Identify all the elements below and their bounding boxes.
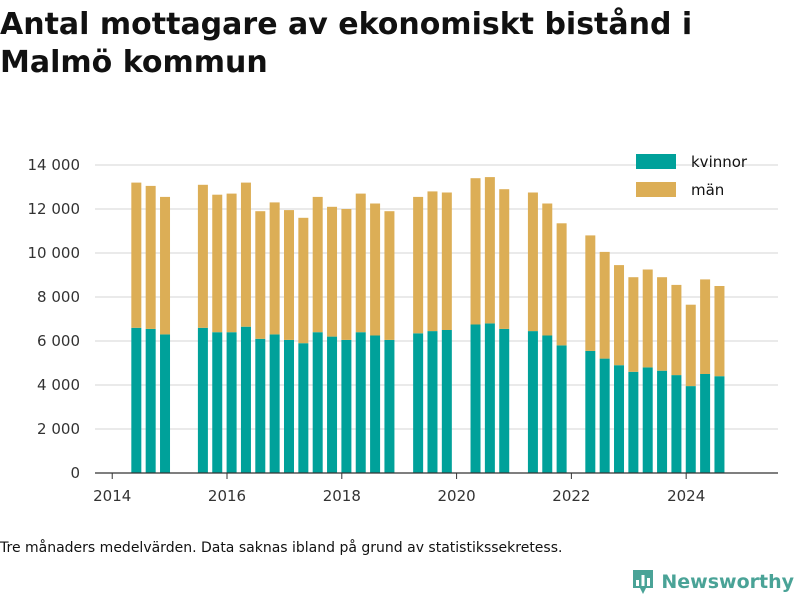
axes: 0 2 000 4 000 6 000 8 000 10 000 12 000 14 000 2… — [28, 156, 778, 505]
bar-man — [470, 178, 481, 325]
x-tick-label: 2024 — [667, 487, 705, 505]
bar-kvinnor — [298, 343, 309, 473]
bar-kvinnor — [283, 339, 294, 473]
bar-chart-logo-icon — [633, 570, 654, 594]
bar-man — [671, 284, 682, 376]
bar-man — [499, 189, 510, 329]
bar-kvinnor — [226, 332, 237, 473]
bar-kvinnor — [131, 327, 142, 473]
bar-kvinnor — [355, 332, 366, 473]
bar-man — [384, 211, 395, 340]
bar-man — [585, 235, 596, 351]
bar-man — [327, 206, 338, 337]
y-tick-label: 0 — [70, 464, 80, 482]
x-tick-label: 2014 — [93, 487, 131, 505]
brand-logo: Newsworthy — [631, 568, 794, 596]
bar-kvinnor — [527, 331, 538, 473]
bar-kvinnor — [499, 328, 510, 473]
bar-kvinnor — [212, 332, 223, 473]
bar-kvinnor — [145, 328, 156, 473]
bar-man — [527, 192, 538, 332]
y-tick-label: 10 000 — [28, 244, 81, 262]
bar-man — [269, 202, 280, 335]
bar-kvinnor — [413, 333, 424, 473]
bar-kvinnor — [427, 331, 438, 473]
y-tick-label: 8 000 — [37, 288, 80, 306]
bar-man — [355, 193, 366, 333]
bar-kvinnor — [327, 336, 338, 473]
brand-name: Newsworthy — [661, 571, 794, 593]
bar-kvinnor — [614, 365, 625, 473]
y-tick-label: 14 000 — [28, 156, 81, 174]
bar-man — [628, 277, 639, 372]
legend: kvinnor män — [636, 153, 748, 199]
bar-kvinnor — [370, 335, 381, 473]
bar-man — [427, 191, 438, 332]
bar-man — [484, 177, 495, 324]
bar-kvinnor — [556, 345, 567, 473]
bars — [131, 177, 725, 473]
y-tick-label: 12 000 — [28, 200, 81, 218]
bar-man — [599, 251, 610, 359]
bar-kvinnor — [240, 326, 251, 473]
bar-man — [542, 203, 553, 336]
bar-man — [283, 210, 294, 340]
bar-kvinnor — [657, 370, 668, 473]
bar-man — [614, 265, 625, 366]
bar-kvinnor — [470, 324, 481, 473]
y-tick-label: 2 000 — [37, 420, 80, 438]
bar-kvinnor — [341, 339, 352, 473]
y-tick-label: 6 000 — [37, 332, 80, 350]
bar-man — [160, 196, 171, 335]
bar-man — [413, 196, 424, 334]
x-tick-label: 2018 — [323, 487, 361, 505]
legend-kvinnor-label: kvinnor — [691, 153, 748, 171]
bar-man — [212, 194, 223, 333]
bar-kvinnor — [384, 339, 395, 473]
bar-kvinnor — [542, 335, 553, 473]
bar-man — [298, 217, 309, 344]
bar-kvinnor — [269, 334, 280, 473]
x-tick-label: 2020 — [437, 487, 475, 505]
bar-man — [240, 182, 251, 327]
legend-man-swatch — [636, 182, 676, 197]
bar-man — [714, 286, 725, 377]
bar-kvinnor — [628, 371, 639, 473]
legend-man-label: män — [691, 181, 724, 199]
bar-man — [700, 279, 711, 374]
chart-title: Antal mottagare av ekonomiskt bistånd i … — [0, 7, 693, 80]
x-tick-label: 2016 — [208, 487, 246, 505]
bar-man — [685, 304, 696, 387]
bar-man — [312, 196, 323, 333]
bar-man — [341, 209, 352, 340]
bar-man — [131, 182, 142, 328]
bar-kvinnor — [585, 350, 596, 473]
bar-man — [642, 269, 653, 368]
bar-man — [145, 185, 156, 329]
bar-kvinnor — [197, 327, 208, 473]
bar-kvinnor — [255, 338, 266, 473]
bar-man — [370, 203, 381, 336]
x-tick-label: 2022 — [552, 487, 590, 505]
bar-kvinnor — [441, 330, 452, 473]
bar-kvinnor — [671, 375, 682, 473]
bar-man — [556, 223, 567, 346]
y-tick-label: 4 000 — [37, 376, 80, 394]
bar-kvinnor — [685, 386, 696, 473]
bar-man — [255, 211, 266, 339]
bar-man — [197, 184, 208, 328]
bar-kvinnor — [700, 374, 711, 473]
bar-kvinnor — [160, 334, 171, 473]
legend-kvinnor-swatch — [636, 154, 676, 169]
bar-man — [441, 192, 452, 330]
bar-kvinnor — [599, 358, 610, 473]
footnote: Tre månaders medelvärden. Data saknas ib… — [0, 540, 563, 556]
bar-kvinnor — [484, 323, 495, 473]
bar-man — [226, 193, 237, 333]
bar-kvinnor — [312, 332, 323, 473]
bar-man — [657, 277, 668, 371]
bar-kvinnor — [642, 367, 653, 473]
bar-kvinnor — [714, 376, 725, 473]
